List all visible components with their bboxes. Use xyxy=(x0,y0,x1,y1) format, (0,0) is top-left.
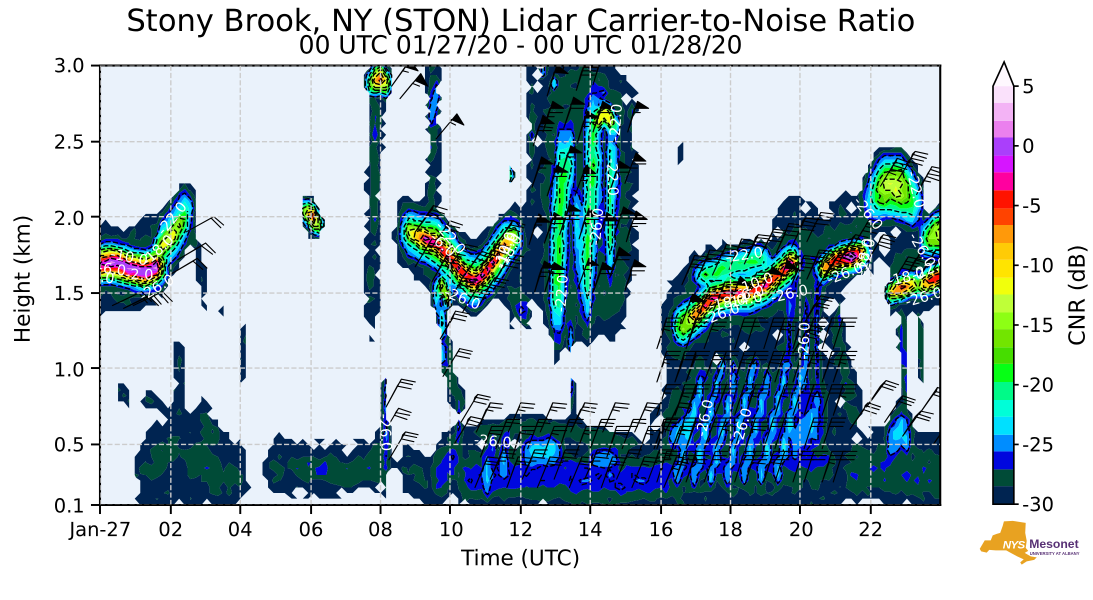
svg-text:Mesonet: Mesonet xyxy=(1029,537,1078,551)
svg-text:UNIVERSITY AT ALBANY: UNIVERSITY AT ALBANY xyxy=(1030,551,1080,556)
svg-text:NYS: NYS xyxy=(1003,539,1026,551)
